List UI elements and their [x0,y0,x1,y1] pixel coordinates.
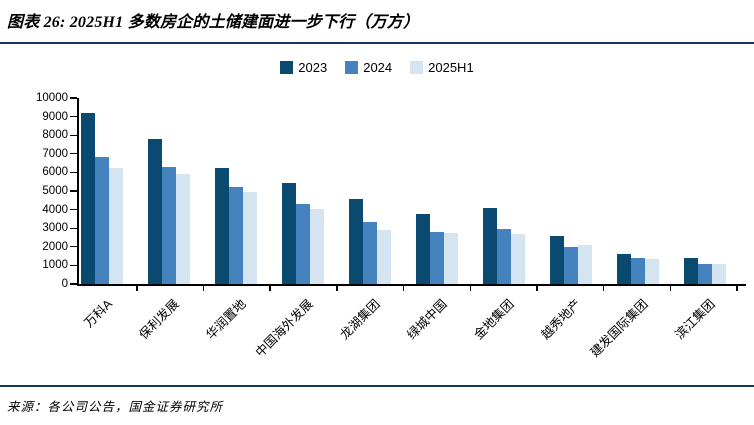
footer-divider [0,385,754,387]
y-axis-label: 0 [61,278,68,290]
bar-2024-中国海外发展 [296,204,310,284]
x-axis-label-华润置地: 华润置地 [203,296,249,343]
bar-2024-越秀地产 [564,246,578,284]
y-axis-label: 9000 [42,110,68,123]
bar-2023-绿城中国 [416,214,430,284]
bar-group-建发国际集团 [617,254,659,284]
legend: 2023 2024 2025H1 [0,60,754,75]
x-axis-tick [602,286,605,291]
x-axis-tick [402,286,405,291]
x-axis-tick [269,286,271,291]
bar-2025H1-滨江集团 [712,263,726,284]
y-axis-tick [70,115,77,118]
bar-2023-华润置地 [215,167,229,284]
x-axis-label-万科A: 万科A [81,296,115,331]
x-axis-label-绿城中国: 绿城中国 [404,296,450,343]
bar-2024-滨江集团 [698,264,712,284]
source-note: 来源：各公司公告，国金证券研究所 [7,400,224,414]
x-axis-tick [736,286,738,291]
legend-item-2023: 2023 [280,60,327,75]
y-axis-tick [70,190,77,192]
y-axis-label: 8000 [42,129,68,142]
bar-group-绿城中国 [416,214,458,284]
x-axis-label-中国海外发展: 中国海外发展 [252,296,316,360]
bar-group-华润置地 [215,167,257,284]
y-axis-tick [70,97,77,99]
bar-2023-滨江集团 [684,257,698,284]
bar-2025H1-万科A [109,167,123,284]
bar-2023-金地集团 [483,207,497,284]
y-axis-tick [70,227,77,229]
x-axis-label-建发国际集团: 建发国际集团 [587,296,651,360]
bar-2024-华润置地 [229,187,243,284]
x-axis-label-保利发展: 保利发展 [136,296,182,343]
x-axis-tick [202,286,205,291]
bar-2023-中国海外发展 [282,182,296,284]
bar-group-龙湖集团 [349,199,391,284]
bar-2024-龙湖集团 [363,221,377,284]
legend-label: 2025H1 [428,60,474,75]
bar-2024-绿城中国 [430,231,444,284]
bar-2025H1-保利发展 [176,174,190,284]
y-axis-label: 5000 [42,185,68,197]
bar-2025H1-中国海外发展 [310,208,324,284]
y-axis-label: 6000 [42,166,68,179]
x-axis-label-越秀地产: 越秀地产 [538,296,584,343]
bar-2025H1-建发国际集团 [645,258,659,284]
bar-2023-越秀地产 [550,235,564,284]
y-axis-label: 3000 [42,222,68,235]
x-axis-tick [336,286,338,291]
x-axis-tick [469,286,471,291]
y-axis-label: 2000 [42,240,68,253]
bar-group-金地集团 [483,207,525,284]
bar-2023-万科A [81,112,95,284]
bar-group-万科A [81,112,123,284]
x-axis-tick [669,286,672,291]
bar-2024-保利发展 [162,166,176,284]
bar-group-保利发展 [148,138,190,284]
plot-area [70,97,746,291]
bar-2024-万科A [95,156,109,284]
y-axis-tick [70,153,77,155]
y-axis-tick [70,171,77,174]
bar-2023-建发国际集团 [617,254,631,284]
bar-2024-建发国际集团 [631,257,645,284]
x-axis-label-龙湖集团: 龙湖集团 [337,296,383,343]
bar-2025H1-绿城中国 [444,232,458,284]
bar-2024-金地集团 [497,229,511,284]
x-axis-label-金地集团: 金地集团 [471,296,517,343]
y-axis-label: 10000 [36,92,68,104]
y-axis-label: 1000 [42,259,68,272]
y-axis-label: 7000 [42,147,68,160]
bar-2023-保利发展 [148,138,162,284]
y-axis-tick [70,134,77,136]
title-divider [0,42,754,44]
legend-label: 2024 [363,60,393,75]
y-axis-tick [70,264,77,267]
bar-2025H1-华润置地 [243,191,257,284]
legend-label: 2023 [298,60,328,75]
y-axis-tick [70,283,77,285]
legend-swatch-2023 [280,61,294,74]
chart-title: 图表 26: 2025H1 多数房企的土储建面进一步下行（万方） [7,14,420,31]
legend-item-2025H1: 2025H1 [410,60,474,75]
bar-2025H1-越秀地产 [578,244,592,284]
bar-group-越秀地产 [550,235,592,284]
legend-swatch-2025H1 [410,61,424,74]
legend-swatch-2024 [345,61,359,74]
bar-group-滨江集团 [684,257,726,284]
y-axis-label: 4000 [42,203,68,216]
x-axis-tick [136,286,138,291]
y-axis-tick [70,246,77,248]
y-axis-tick [70,208,77,211]
bar-2025H1-龙湖集团 [377,230,391,284]
bar-group-中国海外发展 [282,182,324,284]
bar-2023-龙湖集团 [349,199,363,284]
bar-2025H1-金地集团 [511,233,525,284]
x-axis-tick [536,286,538,291]
legend-item-2024: 2024 [345,60,392,75]
x-axis-label-滨江集团: 滨江集团 [672,296,718,343]
